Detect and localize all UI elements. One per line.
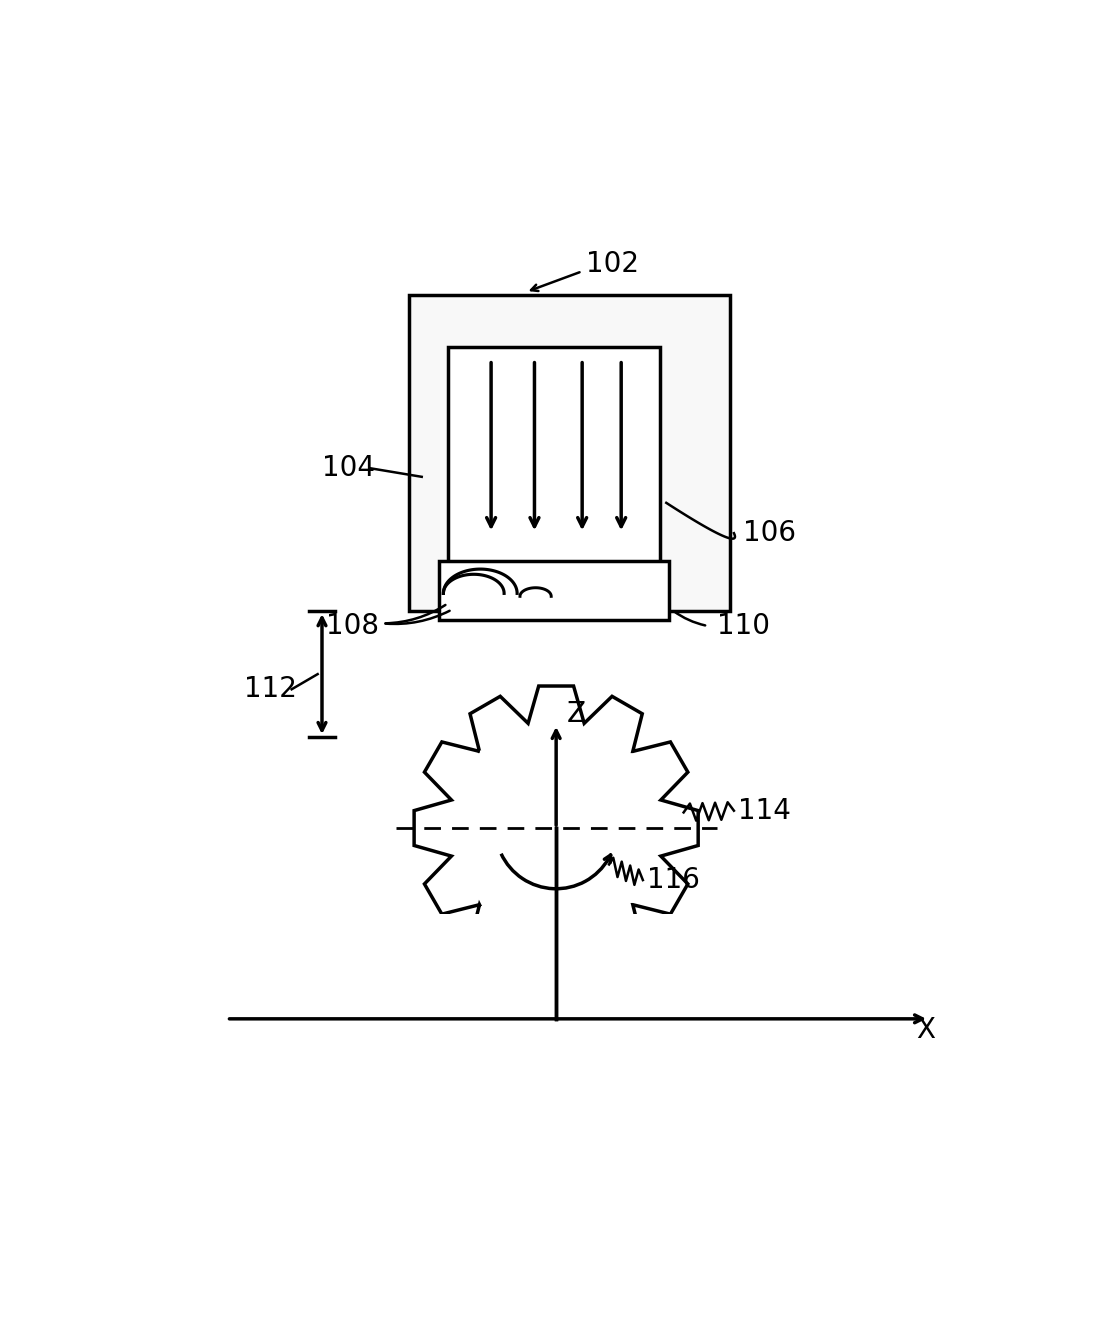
Text: 108: 108 <box>327 612 379 640</box>
Bar <box>408 295 730 611</box>
Text: 102: 102 <box>586 250 639 279</box>
Text: 112: 112 <box>244 676 297 703</box>
Text: 106: 106 <box>743 520 796 547</box>
Bar <box>448 346 660 563</box>
Text: 114: 114 <box>739 797 791 825</box>
Text: 110: 110 <box>716 612 770 640</box>
Bar <box>0 914 1119 1188</box>
Text: X: X <box>916 1017 935 1044</box>
Text: 104: 104 <box>322 455 375 483</box>
Text: Z: Z <box>566 699 585 727</box>
Text: 116: 116 <box>647 866 700 894</box>
Bar <box>439 561 669 620</box>
